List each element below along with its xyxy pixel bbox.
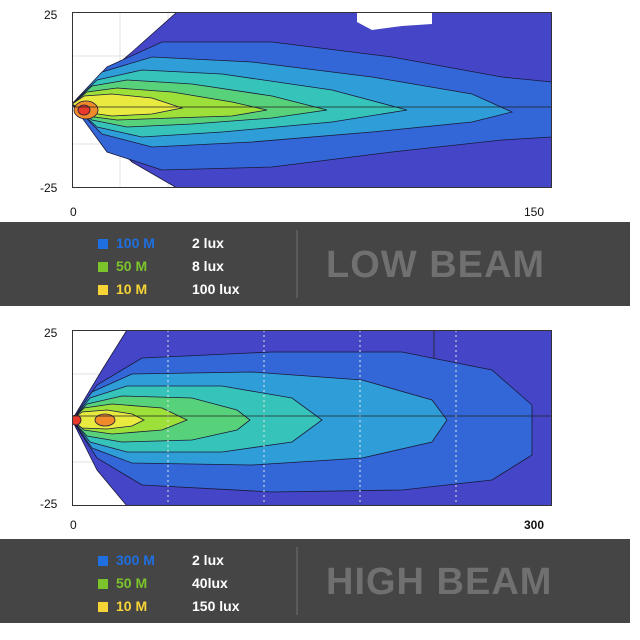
- legend-lux-mid: 8 lux: [192, 258, 224, 274]
- legend-swatch-far: [98, 239, 108, 249]
- contour-level-9: [72, 414, 82, 426]
- legend-distance-mid: 50 M: [116, 258, 148, 274]
- y-tick-bottom: -25: [40, 181, 58, 195]
- x-tick-end: 300: [524, 518, 545, 532]
- beam-title: LOW BEAM: [326, 244, 546, 286]
- x-tick-start: 0: [70, 518, 77, 532]
- legend-distance-near: 10 M: [116, 598, 148, 614]
- legend-divider: [296, 547, 298, 615]
- high-beam-panel: 25 -25 0 300: [0, 310, 640, 640]
- legend-lux-far: 2 lux: [192, 552, 224, 568]
- high-beam-heatmap: [72, 330, 552, 506]
- legend-divider: [296, 230, 298, 298]
- legend-distance-far: 100 M: [116, 235, 155, 251]
- low-beam-panel: 25 -25 0 150: [0, 0, 640, 310]
- y-tick-bottom: -25: [40, 497, 58, 511]
- legend-lux-near: 150 lux: [192, 598, 240, 614]
- legend-distance-far: 300 M: [116, 552, 155, 568]
- white-gap: [357, 12, 432, 30]
- legend-distance-near: 10 M: [116, 281, 148, 297]
- legend-swatch-near: [98, 602, 108, 612]
- low-beam-legend: 100 M 2 lux 50 M 8 lux 10 M 100 lux LOW …: [0, 222, 630, 306]
- contour-level-9: [77, 104, 91, 116]
- y-tick-top: 25: [44, 326, 58, 340]
- low-beam-plot: [72, 12, 552, 188]
- beam-title: HIGH BEAM: [326, 561, 553, 603]
- x-tick-start: 0: [70, 205, 77, 219]
- legend-lux-near: 100 lux: [192, 281, 240, 297]
- legend-swatch-mid: [98, 262, 108, 272]
- high-beam-plot: [72, 330, 552, 506]
- legend-swatch-far: [98, 556, 108, 566]
- legend-swatch-near: [98, 285, 108, 295]
- x-tick-end: 150: [524, 205, 545, 219]
- legend-swatch-mid: [98, 579, 108, 589]
- y-tick-top: 25: [44, 8, 58, 22]
- high-beam-legend: 300 M 2 lux 50 M 40lux 10 M 150 lux HIGH…: [0, 539, 630, 623]
- legend-lux-far: 2 lux: [192, 235, 224, 251]
- contour-level-8: [94, 413, 116, 427]
- low-beam-heatmap: [72, 12, 552, 188]
- legend-distance-mid: 50 M: [116, 575, 148, 591]
- legend-lux-mid: 40lux: [192, 575, 228, 591]
